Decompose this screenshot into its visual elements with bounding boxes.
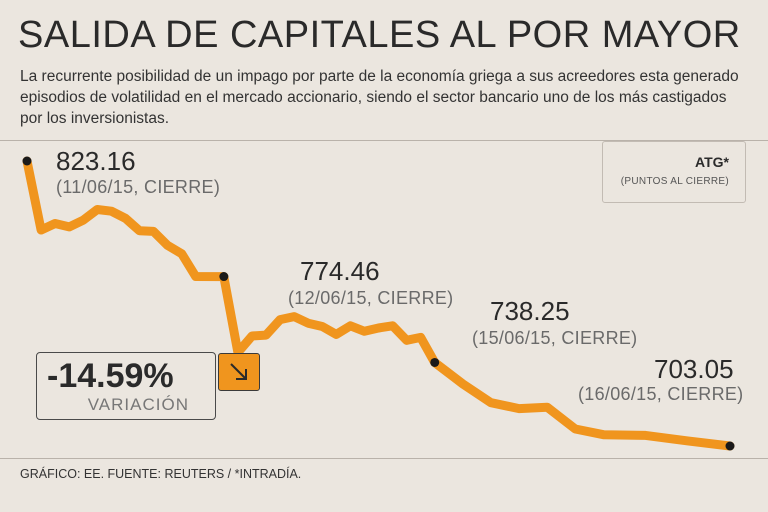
annotation-value-3: 738.25: [490, 296, 570, 326]
top-divider: [0, 140, 768, 141]
annotation-value-4: 703.05: [654, 354, 734, 384]
annotation-date-4: (16/06/15, CIERRE): [578, 384, 744, 404]
annotation-date-3: (15/06/15, CIERRE): [472, 328, 638, 348]
annotation-date-1: (11/06/15, CIERRE): [56, 177, 221, 197]
variation-value: -14.59%: [47, 357, 174, 395]
data-point-marker-2: [219, 272, 229, 282]
chart-title: SALIDA DE CAPITALES AL POR MAYOR: [18, 14, 741, 56]
annotation-value-1: 823.16: [56, 146, 136, 176]
variation-box: -14.59% VARIACIÓN: [36, 352, 216, 420]
legend-box: ATG* (PUNTOS AL CIERRE): [602, 141, 746, 203]
data-point-marker-4: [725, 441, 735, 451]
bottom-divider: [0, 458, 768, 459]
data-point-marker-3: [430, 357, 440, 367]
source-footer: GRÁFICO: EE. FUENTE: REUTERS / *INTRADÍA…: [20, 467, 302, 481]
arrow-down-right-icon: [218, 353, 260, 391]
chart-subtitle: La recurrente posibilidad de un impago p…: [20, 68, 739, 127]
variation-label: VARIACIÓN: [87, 395, 189, 414]
data-point-marker-1: [22, 156, 32, 166]
annotation-value-2: 774.46: [300, 256, 380, 286]
annotation-date-2: (12/06/15, CIERRE): [288, 288, 454, 308]
legend-title: ATG*: [695, 154, 729, 170]
legend-subtitle: (PUNTOS AL CIERRE): [620, 176, 729, 187]
series-line: [22, 156, 735, 451]
